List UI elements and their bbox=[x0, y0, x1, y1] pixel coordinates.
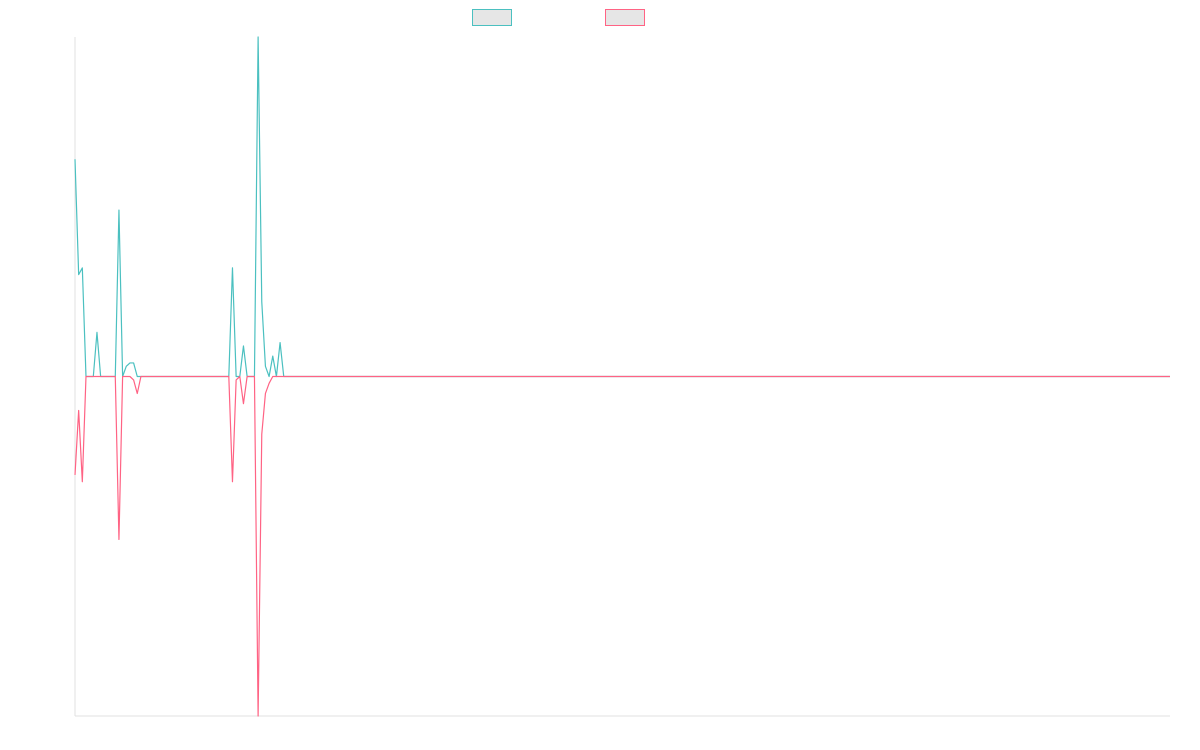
legend-swatch bbox=[472, 9, 512, 26]
legend-swatch bbox=[605, 9, 645, 26]
series-line-2 bbox=[74, 375, 1170, 717]
legend-item[interactable] bbox=[472, 9, 512, 26]
chart-axes bbox=[74, 37, 1170, 717]
legend-item[interactable] bbox=[605, 9, 645, 26]
plot-area bbox=[74, 36, 1170, 717]
chart-legend bbox=[472, 9, 645, 26]
series-line-1 bbox=[74, 36, 1170, 378]
